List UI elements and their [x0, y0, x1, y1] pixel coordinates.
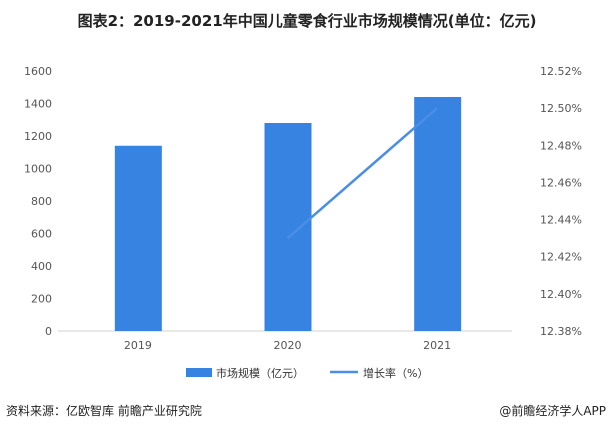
right-axis-tick: 12.48%: [540, 139, 582, 152]
legend-bar-label: 市场规模（亿元）: [216, 366, 304, 380]
left-axis-tick: 1000: [24, 163, 52, 176]
left-axis-tick: 1200: [24, 130, 52, 143]
left-axis-tick: 1400: [24, 98, 52, 111]
right-axis-tick: 12.42%: [540, 251, 582, 264]
left-axis-tick: 200: [31, 293, 52, 306]
x-axis-tick: 2020: [274, 339, 302, 352]
legend-line-label: 增长率（%）: [363, 366, 428, 380]
right-axis-tick: 12.40%: [540, 288, 582, 301]
x-axis-tick: 2021: [423, 339, 451, 352]
left-axis-tick: 0: [45, 325, 52, 338]
right-axis-tick: 12.44%: [540, 214, 582, 227]
left-axis-tick: 1600: [24, 65, 52, 78]
left-axis-tick: 600: [31, 228, 52, 241]
right-axis-tick: 12.50%: [540, 102, 582, 115]
right-axis-tick: 12.46%: [540, 176, 582, 189]
x-axis-tick: 2019: [124, 339, 152, 352]
right-axis-tick: 12.38%: [540, 325, 582, 338]
brand-label: @前瞻经济学人APP: [499, 404, 606, 418]
left-axis-tick: 800: [31, 195, 52, 208]
right-axis-tick: 12.52%: [540, 65, 582, 78]
bar-2021: [414, 97, 462, 331]
bar-2019: [114, 145, 162, 331]
growth-rate-line: [286, 107, 438, 240]
legend-bar-swatch: [186, 368, 212, 377]
left-axis-tick: 400: [31, 260, 52, 273]
chart-title: 图表2：2019-2021年中国儿童零食行业市场规模情况(单位：亿元): [77, 12, 537, 30]
bar-2020: [264, 123, 312, 331]
source-note: 资料来源：亿欧智库 前瞻产业研究院: [6, 404, 202, 418]
